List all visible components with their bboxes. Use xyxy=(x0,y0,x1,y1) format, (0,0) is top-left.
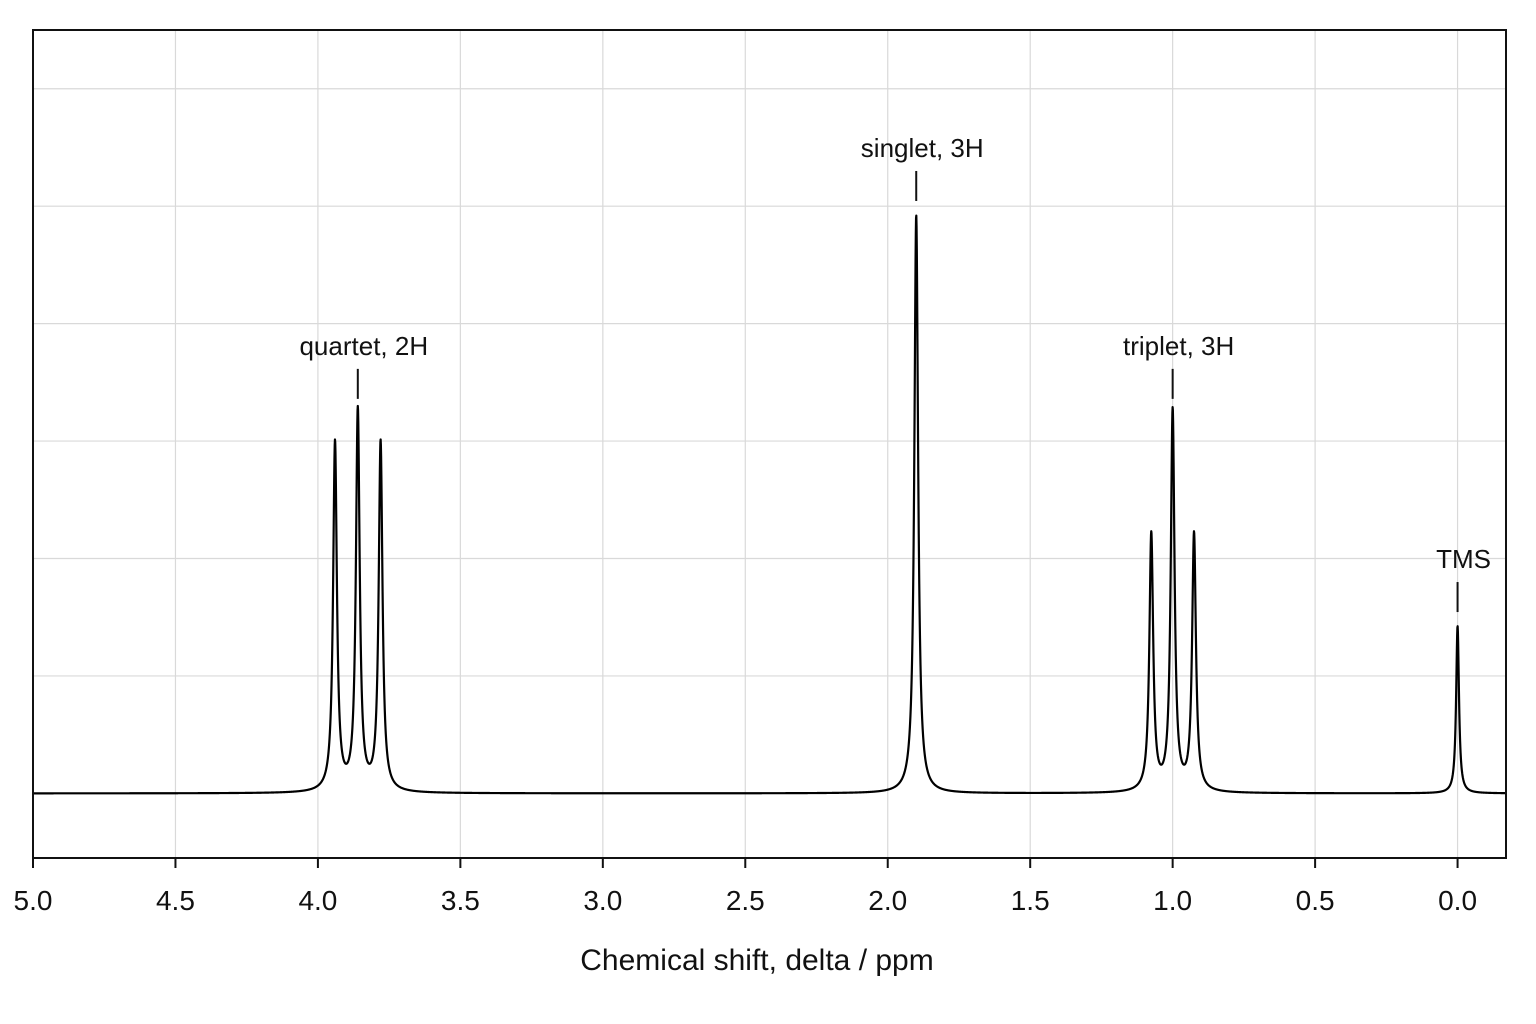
x-tick-label: 2.0 xyxy=(868,885,907,916)
x-tick-label: 3.5 xyxy=(441,885,480,916)
x-axis-title: Chemical shift, delta / ppm xyxy=(580,944,933,977)
peak-label: TMS xyxy=(1436,544,1491,574)
x-tick-label: 5.0 xyxy=(14,885,53,916)
spectrum-trace xyxy=(32,214,1507,795)
plot-frame xyxy=(32,29,1507,859)
x-tick-label: 3.0 xyxy=(583,885,622,916)
x-tick-label: 1.5 xyxy=(1011,885,1050,916)
peak-annotations: quartet, 2H singlet, 3H triplet, 3H TMS xyxy=(299,133,1491,613)
x-tick-label: 4.5 xyxy=(156,885,195,916)
x-tick-label: 2.5 xyxy=(726,885,765,916)
x-tick-label: 0.5 xyxy=(1296,885,1335,916)
x-tick-label: 4.0 xyxy=(298,885,337,916)
peak-label: singlet, 3H xyxy=(861,133,984,163)
x-tick-label: 1.0 xyxy=(1153,885,1192,916)
x-tick-label: 0.0 xyxy=(1438,885,1477,916)
peak-label: triplet, 3H xyxy=(1123,331,1234,361)
x-axis-ticks: 5.0 4.5 4.0 3.5 3.0 2.5 2.0 1.5 1.0 0.5 0.0 xyxy=(14,858,1477,916)
peak-label: quartet, 2H xyxy=(299,331,428,361)
grid-lines xyxy=(32,30,1506,858)
spectrum-line xyxy=(32,214,1507,795)
